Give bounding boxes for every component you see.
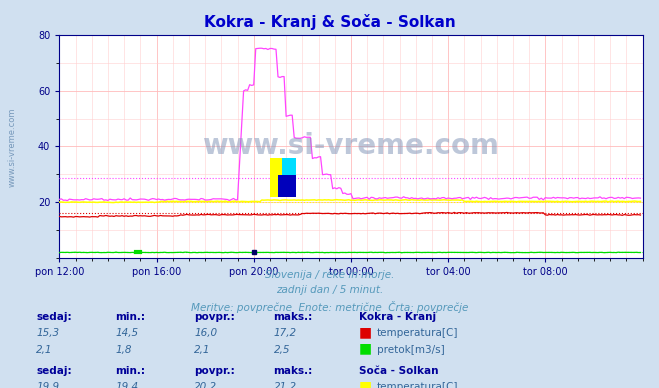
Text: min.:: min.:	[115, 366, 146, 376]
Text: sedaj:: sedaj:	[36, 312, 72, 322]
Text: ■: ■	[359, 379, 372, 388]
Text: Soča - Solkan: Soča - Solkan	[359, 366, 439, 376]
Text: www.si-vreme.com: www.si-vreme.com	[202, 132, 500, 161]
Text: 16,0: 16,0	[194, 328, 217, 338]
Text: zadnji dan / 5 minut.: zadnji dan / 5 minut.	[276, 285, 383, 295]
Bar	[278, 175, 297, 197]
Text: 20,2: 20,2	[194, 382, 217, 388]
Text: 17,2: 17,2	[273, 328, 297, 338]
Text: temperatura[C]: temperatura[C]	[377, 382, 459, 388]
Bar	[282, 158, 297, 183]
Text: 21,2: 21,2	[273, 382, 297, 388]
Text: 19,9: 19,9	[36, 382, 59, 388]
Text: 15,3: 15,3	[36, 328, 59, 338]
Text: 14,5: 14,5	[115, 328, 138, 338]
Text: maks.:: maks.:	[273, 312, 313, 322]
Text: Slovenija / reke in morje.: Slovenija / reke in morje.	[265, 270, 394, 280]
Text: Kokra - Kranj: Kokra - Kranj	[359, 312, 436, 322]
Text: pretok[m3/s]: pretok[m3/s]	[377, 345, 445, 355]
Text: 2,5: 2,5	[273, 345, 290, 355]
Text: ■: ■	[359, 326, 372, 340]
Text: 1,8: 1,8	[115, 345, 132, 355]
Text: min.:: min.:	[115, 312, 146, 322]
Text: www.si-vreme.com: www.si-vreme.com	[8, 108, 17, 187]
Text: 2,1: 2,1	[36, 345, 53, 355]
Text: 2,1: 2,1	[194, 345, 211, 355]
Text: Kokra - Kranj & Soča - Solkan: Kokra - Kranj & Soča - Solkan	[204, 14, 455, 29]
Bar	[270, 158, 297, 197]
Text: 19,4: 19,4	[115, 382, 138, 388]
Text: maks.:: maks.:	[273, 366, 313, 376]
Text: temperatura[C]: temperatura[C]	[377, 328, 459, 338]
Text: Meritve: povprečne  Enote: metrične  Črta: povprečje: Meritve: povprečne Enote: metrične Črta:…	[191, 301, 468, 313]
Text: povpr.:: povpr.:	[194, 366, 235, 376]
Text: ■: ■	[359, 342, 372, 356]
Text: sedaj:: sedaj:	[36, 366, 72, 376]
Text: povpr.:: povpr.:	[194, 312, 235, 322]
